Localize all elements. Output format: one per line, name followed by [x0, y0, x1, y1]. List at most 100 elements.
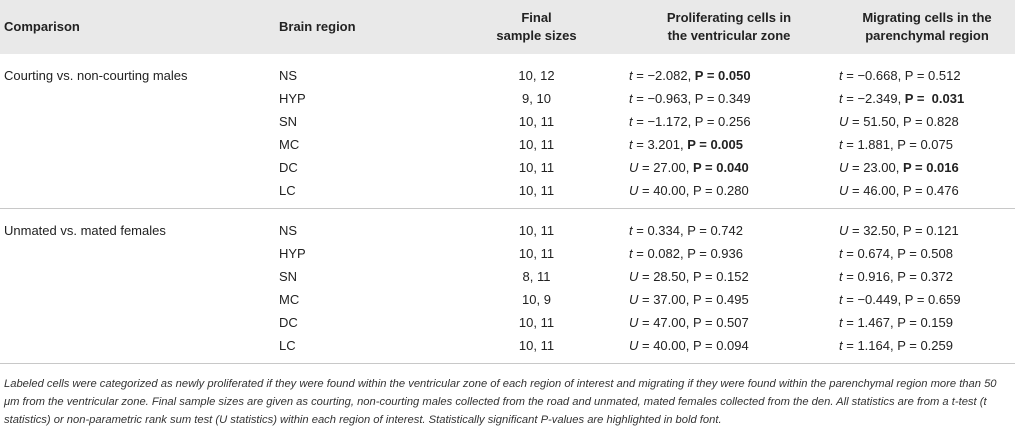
stat-value: = 0.916,	[842, 269, 898, 284]
comparison-cell	[0, 87, 279, 110]
proliferating-stat-cell: U = 37.00, P = 0.495	[619, 288, 829, 311]
sample-sizes-cell: 10, 11	[454, 334, 619, 364]
proliferating-stat-cell: t = 0.082, P = 0.936	[619, 242, 829, 265]
table-row: Courting vs. non-courting males NS 10, 12 t…	[0, 54, 1015, 87]
stat-value: = 1.164,	[842, 338, 898, 353]
comparison-cell	[0, 156, 279, 179]
p-value: P = 0.280	[692, 183, 749, 198]
header-proliferating-cells: Proliferating cells in the ventricular zo…	[666, 10, 792, 43]
migrating-stat-cell: t = 1.164, P = 0.259	[829, 334, 1015, 364]
proliferating-stat-cell: t = −0.963, P = 0.349	[619, 87, 829, 110]
stat-value: = −0.963,	[632, 91, 695, 106]
p-value: P = 0.050	[694, 68, 751, 83]
proliferating-stat-cell: U = 28.50, P = 0.152	[619, 265, 829, 288]
stat-symbol: t	[839, 269, 843, 284]
table-row: DC 10, 11 U = 47.00, P = 0.507 t = 1.467, P…	[0, 311, 1015, 334]
stat-symbol: t	[839, 91, 843, 106]
table-row: HYP 10, 11 t = 0.082, P = 0.936 t = 0.674, …	[0, 242, 1015, 265]
statistics-table: Comparison Brain region Final sample size…	[0, 0, 1015, 364]
brain-region-cell: SN	[279, 114, 298, 129]
brain-region-cell: HYP	[279, 246, 306, 261]
sample-sizes-cell: 10, 11	[518, 137, 555, 152]
sample-sizes-cell: 10, 12	[518, 68, 555, 83]
table-row: SN 10, 11 t = −1.172, P = 0.256 U = 51.50, …	[0, 110, 1015, 133]
comparison-cell	[0, 265, 279, 288]
p-value: P = 0.476	[902, 183, 959, 198]
brain-region-cell: MC	[279, 137, 300, 152]
stat-value: = 28.50,	[638, 269, 693, 284]
proliferating-stat-cell: t = −2.082, P = 0.050	[619, 54, 829, 87]
migrating-stat-cell: U = 51.50, P = 0.828	[829, 110, 1015, 133]
stat-value: = 27.00,	[638, 160, 693, 175]
stat-value: = 23.00,	[848, 160, 903, 175]
sample-sizes-cell: 9, 10	[522, 91, 551, 106]
p-value: P = 0.005	[687, 137, 743, 152]
stat-symbol: t	[839, 338, 843, 353]
p-value: P = 0.936	[687, 246, 743, 261]
table-row: LC 10, 11 U = 40.00, P = 0.094 t = 1.164, P…	[0, 334, 1015, 364]
brain-region-cell: NS	[279, 68, 298, 83]
table-row: HYP 9, 10 t = −0.963, P = 0.349 t = −2.349,…	[0, 87, 1015, 110]
stat-value: = 3.201,	[632, 137, 688, 152]
stat-value: = 51.50,	[848, 114, 903, 129]
sample-sizes-cell: 10, 11	[518, 160, 555, 175]
stat-symbol: t	[629, 91, 633, 106]
header-brain-region: Brain region	[279, 19, 356, 34]
stat-symbol: t	[839, 137, 843, 152]
sample-sizes-cell: 10, 11	[518, 246, 555, 261]
p-value: P = 0.256	[694, 114, 751, 129]
p-value: P = 0.659	[904, 292, 961, 307]
stat-symbol: t	[839, 315, 843, 330]
stat-symbol: U	[839, 114, 849, 129]
comparison-cell	[0, 133, 279, 156]
stat-symbol: t	[839, 68, 843, 83]
comparison-cell	[0, 288, 279, 311]
p-value: P = 0.121	[902, 223, 959, 238]
stat-value: = −0.668,	[842, 68, 905, 83]
comparison-cell: Unmated vs. mated females	[4, 223, 166, 238]
table-row: MC 10, 11 t = 3.201, P = 0.005 t = 1.881, P…	[0, 133, 1015, 156]
header-migrating-cells: Migrating cells in the parenchymal region	[862, 10, 992, 43]
stat-value: = 0.082,	[632, 246, 688, 261]
header-comparison: Comparison	[4, 19, 80, 34]
header-final-sample-sizes: Final sample sizes	[496, 10, 577, 43]
stat-symbol: t	[839, 292, 843, 307]
stat-symbol: U	[629, 338, 639, 353]
header-row: Comparison Brain region Final sample size…	[0, 0, 1015, 54]
table-footnote: Labeled cells were categorized as newly …	[4, 378, 997, 426]
stat-value: = 47.00,	[638, 315, 693, 330]
stat-value: = −0.449,	[842, 292, 905, 307]
migrating-stat-cell: t = 0.674, P = 0.508	[829, 242, 1015, 265]
comparison-cell	[0, 334, 279, 364]
stat-symbol: U	[629, 183, 639, 198]
migrating-stat-cell: t = −2.349, P = 0.031	[829, 87, 1015, 110]
stat-symbol: t	[629, 114, 633, 129]
table-row: LC 10, 11 U = 40.00, P = 0.280 U = 46.00, P…	[0, 179, 1015, 209]
migrating-stat-cell: t = 1.467, P = 0.159	[829, 311, 1015, 334]
proliferating-stat-cell: U = 47.00, P = 0.507	[619, 311, 829, 334]
comparison-cell	[0, 242, 279, 265]
proliferating-stat-cell: t = −1.172, P = 0.256	[619, 110, 829, 133]
stat-symbol: U	[839, 183, 849, 198]
table-row: DC 10, 11 U = 27.00, P = 0.040 U = 23.00, P…	[0, 156, 1015, 179]
stat-value: = 0.674,	[842, 246, 898, 261]
comparison-cell: Courting vs. non-courting males	[4, 68, 188, 83]
sample-sizes-cell: 10, 9	[522, 292, 551, 307]
stat-value: = 1.881,	[842, 137, 898, 152]
stat-symbol: U	[839, 160, 849, 175]
stat-symbol: U	[839, 223, 849, 238]
table-row: SN 8, 11 U = 28.50, P = 0.152 t = 0.916, P …	[0, 265, 1015, 288]
p-value: P = 0.512	[904, 68, 961, 83]
comparison-cell	[0, 110, 279, 133]
proliferating-stat-cell: t = 3.201, P = 0.005	[619, 133, 829, 156]
stat-symbol: U	[629, 269, 639, 284]
stat-value: = 32.50,	[848, 223, 903, 238]
stat-symbol: t	[629, 223, 633, 238]
comparison-cell	[0, 179, 279, 209]
stat-symbol: t	[839, 246, 843, 261]
brain-region-cell: DC	[279, 315, 298, 330]
p-value: P = 0.259	[897, 338, 953, 353]
stat-value: = 40.00,	[638, 183, 693, 198]
sample-sizes-cell: 10, 11	[454, 179, 619, 209]
p-value: P = 0.372	[897, 269, 953, 284]
